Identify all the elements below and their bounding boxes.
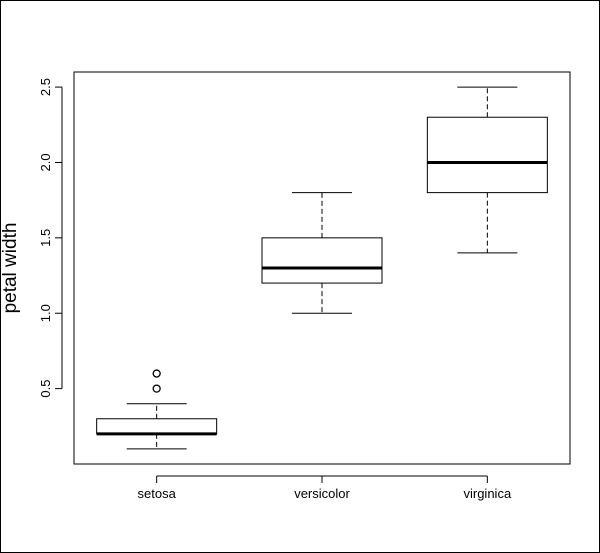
- iqr-box: [96, 418, 218, 435]
- iqr-box: [426, 116, 548, 194]
- outlier-point: [152, 369, 161, 378]
- x-axis: setosa versicolor virginica: [138, 475, 512, 501]
- outlier-point: [152, 384, 161, 393]
- y-tick-label: 2.0: [38, 153, 53, 171]
- boxes: [96, 86, 548, 450]
- y-axis-title: petal width: [0, 223, 21, 314]
- x-tick-label: versicolor: [294, 486, 350, 501]
- y-tick-label: 1.0: [38, 304, 53, 322]
- box-versicolor: [261, 192, 383, 314]
- x-tick-label: virginica: [463, 486, 511, 501]
- iqr-box: [261, 237, 383, 284]
- y-tick-label: 1.5: [38, 229, 53, 247]
- box-setosa: [96, 369, 218, 450]
- plot-area-border: [73, 71, 571, 465]
- y-tick-label: 0.5: [38, 380, 53, 398]
- y-tick-label: 2.5: [38, 78, 53, 96]
- box-virginica: [426, 86, 548, 254]
- x-tick-label: setosa: [138, 486, 177, 501]
- y-axis: 0.5 1.0 1.5 2.0 2.5: [38, 78, 63, 398]
